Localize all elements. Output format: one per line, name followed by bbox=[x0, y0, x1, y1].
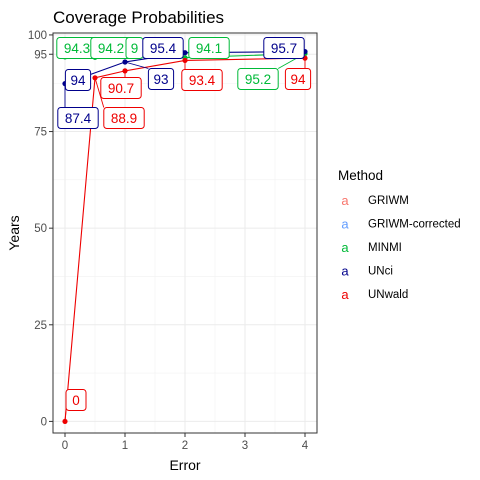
x-tick-label: 2 bbox=[182, 440, 188, 452]
data-label-text: 87.4 bbox=[65, 111, 92, 126]
data-label: 93.4 bbox=[181, 69, 223, 91]
legend-item: a UNci bbox=[341, 264, 393, 279]
data-label: 95.2 bbox=[237, 68, 279, 90]
y-tick-label: 95 bbox=[34, 49, 47, 61]
data-label-text: 95.7 bbox=[271, 41, 297, 56]
y-tick-label: 100 bbox=[28, 30, 47, 42]
data-label: 90.7 bbox=[100, 77, 142, 99]
data-label-box bbox=[103, 107, 145, 129]
y-tick-label: 0 bbox=[41, 416, 47, 428]
x-axis-label: Error bbox=[169, 457, 200, 473]
data-labels: 94.3 94.2 9 94.1 95.2 94 87.4 93 95.4 95.7 0 88.9 90… bbox=[56, 37, 312, 411]
legend: Method a GRIWM a GRIWM-corrected a MINMI a UNci… bbox=[338, 168, 461, 302]
data-label-box bbox=[57, 107, 99, 129]
data-point-unwald bbox=[182, 57, 188, 64]
data-label-text: 94.2 bbox=[98, 41, 124, 56]
legend-item: a GRIWM-corrected bbox=[341, 217, 460, 232]
legend-key: a bbox=[341, 264, 349, 279]
legend-item: a UNwald bbox=[341, 287, 408, 302]
y-tick-label: 25 bbox=[34, 320, 47, 332]
data-label: 94.3 bbox=[56, 37, 98, 59]
data-label: 94.1 bbox=[188, 37, 230, 59]
data-label-text: 88.9 bbox=[111, 111, 137, 126]
data-label-text: 95.4 bbox=[150, 41, 177, 56]
y-axis-ticks: 0 25 50 75 100 95 bbox=[28, 30, 53, 428]
data-label-box bbox=[188, 37, 230, 59]
data-label-text: 93 bbox=[153, 72, 168, 87]
data-label-text: 94 bbox=[290, 72, 306, 87]
data-label: 0 bbox=[65, 389, 87, 411]
x-tick-label: 0 bbox=[62, 440, 68, 452]
data-label-text: 94 bbox=[70, 73, 86, 88]
legend-label: MINMI bbox=[368, 242, 402, 254]
data-label: 93 bbox=[147, 68, 175, 90]
x-tick-label: 1 bbox=[122, 440, 128, 452]
data-label-box bbox=[65, 389, 87, 411]
legend-item: a GRIWM bbox=[341, 193, 409, 208]
legend-item: a MINMI bbox=[341, 240, 401, 255]
data-label-box bbox=[64, 69, 92, 91]
data-label-box bbox=[237, 68, 279, 90]
legend-label: UNwald bbox=[368, 289, 408, 301]
label-leader-line bbox=[124, 61, 149, 69]
data-label-text: 9 bbox=[131, 41, 139, 56]
data-label: 95.4 bbox=[142, 37, 184, 59]
data-label-text: 90.7 bbox=[108, 81, 134, 96]
data-label: 94.2 bbox=[90, 37, 132, 59]
data-label-text: 94.1 bbox=[196, 41, 222, 56]
x-tick-label: 3 bbox=[242, 440, 248, 452]
legend-key: a bbox=[341, 217, 349, 232]
legend-label: GRIWM-corrected bbox=[368, 219, 461, 231]
label-leader-line bbox=[94, 77, 105, 108]
chart-title: Coverage Probabilities bbox=[53, 8, 224, 27]
plot-border bbox=[52, 32, 318, 434]
legend-label: GRIWM bbox=[368, 195, 409, 207]
data-label-box bbox=[181, 69, 223, 91]
legend-key: a bbox=[341, 240, 349, 255]
data-label-box bbox=[284, 68, 312, 90]
data-point-unwald bbox=[92, 75, 98, 81]
data-label: 87.4 bbox=[57, 107, 99, 129]
data-point-unwald bbox=[62, 418, 68, 425]
data-label: 95.7 bbox=[263, 37, 305, 59]
data-label-text: 94.3 bbox=[64, 41, 90, 56]
legend-label: UNci bbox=[368, 266, 393, 278]
data-point-unwald bbox=[122, 68, 128, 74]
data-label-box bbox=[263, 37, 305, 59]
data-label: 94 bbox=[64, 69, 92, 91]
data-label-box bbox=[147, 68, 175, 90]
y-axis-label: Years bbox=[6, 215, 22, 250]
legend-title: Method bbox=[338, 168, 383, 183]
data-label: 88.9 bbox=[103, 107, 145, 129]
y-tick-label: 50 bbox=[34, 223, 47, 235]
data-label-text: 93.4 bbox=[189, 73, 216, 88]
data-point-unci bbox=[122, 59, 128, 65]
legend-key: a bbox=[341, 287, 349, 302]
data-label: 9 bbox=[125, 37, 144, 59]
data-label-box bbox=[142, 37, 184, 59]
x-axis-ticks: 0 1 2 3 4 bbox=[62, 433, 309, 452]
x-tick-label: 4 bbox=[302, 440, 309, 452]
legend-key: a bbox=[341, 193, 349, 208]
data-label-box bbox=[100, 77, 142, 99]
data-label: 94 bbox=[284, 68, 312, 90]
y-tick-label: 75 bbox=[34, 127, 47, 139]
data-label-text: 95.2 bbox=[245, 72, 271, 87]
data-label-text: 0 bbox=[72, 393, 80, 408]
